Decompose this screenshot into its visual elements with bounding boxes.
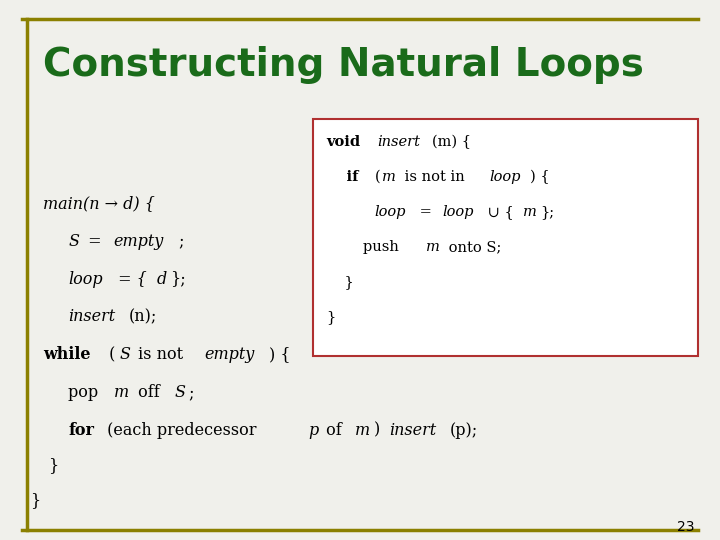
Text: pop: pop <box>68 384 104 401</box>
Text: =: = <box>415 205 436 219</box>
Text: (: ( <box>104 346 116 363</box>
Text: p: p <box>308 422 318 438</box>
Text: (p);: (p); <box>449 422 478 438</box>
Text: while: while <box>43 346 91 363</box>
Text: m: m <box>382 170 396 184</box>
Text: main(n → d) {: main(n → d) { <box>43 195 155 212</box>
Text: m: m <box>354 422 369 438</box>
Text: };: }; <box>170 271 186 287</box>
Text: ) {: ) { <box>530 170 549 184</box>
Text: loop: loop <box>374 205 405 219</box>
Bar <box>313 119 698 356</box>
Text: S: S <box>174 384 186 401</box>
Text: loop: loop <box>490 170 521 184</box>
Text: empty: empty <box>113 233 163 249</box>
Text: insert: insert <box>68 308 115 325</box>
Text: insert: insert <box>389 422 436 438</box>
Text: S: S <box>68 233 79 249</box>
Text: 23: 23 <box>678 519 695 534</box>
Text: loop: loop <box>68 271 103 287</box>
Text: m: m <box>523 205 536 219</box>
Text: void: void <box>326 135 366 149</box>
Text: ;: ; <box>178 233 184 249</box>
Text: (n);: (n); <box>129 308 158 325</box>
Text: Constructing Natural Loops: Constructing Natural Loops <box>43 46 644 84</box>
Text: empty: empty <box>204 346 255 363</box>
Text: onto S;: onto S; <box>444 240 501 254</box>
Text: ;: ; <box>189 384 194 401</box>
Text: off: off <box>133 384 166 401</box>
Text: }: } <box>48 457 58 474</box>
Text: of: of <box>321 422 347 438</box>
Text: is not: is not <box>133 346 189 363</box>
Text: = {: = { <box>113 271 147 287</box>
Text: S: S <box>120 346 130 363</box>
Text: d: d <box>157 271 167 287</box>
Text: };: }; <box>541 205 554 219</box>
Text: push: push <box>326 240 404 254</box>
Text: }: } <box>326 275 354 289</box>
Text: loop: loop <box>442 205 474 219</box>
Text: (m) {: (m) { <box>432 134 472 149</box>
Text: for: for <box>68 422 94 438</box>
Text: insert: insert <box>377 135 420 149</box>
Text: m: m <box>114 384 129 401</box>
Text: }: } <box>30 492 40 509</box>
Text: ): ) <box>374 422 385 438</box>
Text: }: } <box>326 310 336 325</box>
Text: if: if <box>326 170 364 184</box>
Text: (each predecessor: (each predecessor <box>102 422 261 438</box>
Text: (: ( <box>374 170 380 184</box>
Text: =: = <box>83 233 107 249</box>
Text: m: m <box>426 240 440 254</box>
Text: ∪ {: ∪ { <box>483 205 513 219</box>
Text: ) {: ) { <box>269 346 291 363</box>
Text: is not in: is not in <box>400 170 469 184</box>
